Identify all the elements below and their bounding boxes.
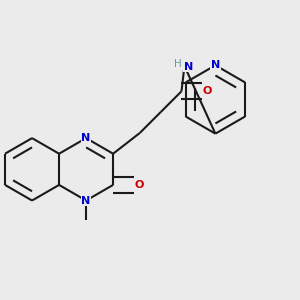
Text: H: H: [174, 59, 182, 69]
Text: N: N: [82, 196, 91, 206]
Text: N: N: [184, 62, 193, 72]
Text: O: O: [203, 86, 212, 96]
Text: O: O: [135, 180, 144, 190]
Text: N: N: [211, 60, 220, 70]
Text: N: N: [82, 133, 91, 143]
